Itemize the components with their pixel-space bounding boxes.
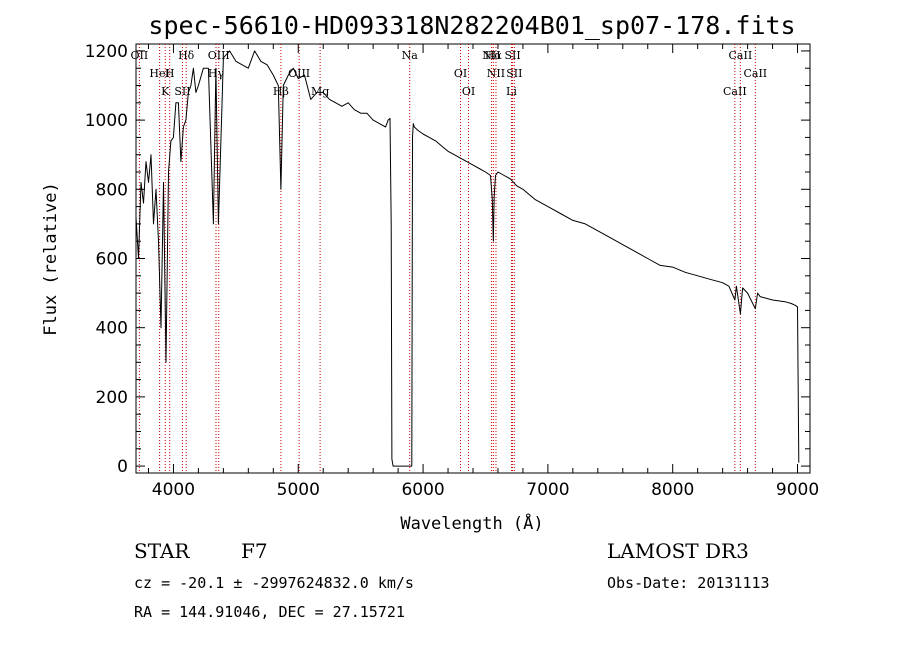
redshift-readout: cz = -20.1 ± -2997624832.0 km/s (134, 574, 414, 592)
spectral-line-label: Na (402, 49, 419, 62)
spectral-line-label: OII (131, 49, 149, 62)
y-axis-label: Flux (relative) (41, 182, 61, 336)
emission-lines (138, 44, 756, 473)
obs-date: Obs-Date: 20131113 (607, 574, 770, 592)
y-tick-label: 0 (117, 457, 128, 477)
plot-frame (135, 43, 811, 474)
y-tick-label: 1200 (85, 42, 128, 62)
object-class: STAR (134, 539, 190, 563)
spectral-line-label: SII (506, 67, 522, 80)
spectral-line-label: OI (462, 85, 475, 98)
chart-title: spec-56610-HD093318N282204B01_sp07-178.f… (148, 11, 795, 40)
x-tick-label: 4000 (152, 480, 195, 500)
x-tick-label: 8000 (651, 480, 694, 500)
y-tick-label: 600 (96, 250, 128, 270)
coordinates: RA = 144.91046, DEC = 27.15721 (134, 603, 405, 621)
spectrum-line (135, 50, 800, 467)
x-axis-label: Wavelength (Å) (400, 512, 543, 534)
x-tick-label: 5000 (277, 480, 320, 500)
spectral-line-label: OIII (208, 49, 230, 62)
spectral-line-label: NII (482, 49, 500, 62)
survey-name: LAMOST DR3 (607, 539, 749, 563)
spectral-line-label: CaII (743, 67, 767, 80)
spectral-line-label: CaII (723, 85, 747, 98)
y-tick-label: 200 (96, 388, 128, 408)
spectral-line-label: OI (454, 67, 467, 80)
x-tick-label: 9000 (776, 480, 819, 500)
x-tick-label: 6000 (401, 480, 444, 500)
spectral-line-label: K (161, 85, 170, 98)
spectral-line-label: Li (506, 85, 517, 98)
spectral-line-label: Hδ (178, 49, 195, 62)
spectral-line-label: NII (487, 67, 505, 80)
spectral-line-label: H (165, 67, 175, 80)
spectral-line-label: HeI (149, 67, 169, 80)
spectral-line-label: Hβ (273, 85, 289, 98)
spectral-line-label: SII (504, 49, 520, 62)
x-tick-label: 7000 (526, 480, 569, 500)
y-tick-label: 1000 (85, 111, 128, 131)
y-tick-label: 400 (96, 319, 128, 339)
x-axis: 4000 5000 6000 7000 8000 9000 (147, 44, 819, 500)
line-labels: HδHγHβHαHKOIIHeISIIOIIIOIIIMgNaOIOINIINI… (131, 49, 768, 98)
spectral-line-label: SII (174, 85, 190, 98)
y-tick-label: 800 (96, 180, 128, 200)
y-axis: 0 200 400 600 800 1000 1200 (85, 42, 810, 477)
spectral-line-label: Hα (485, 49, 503, 62)
spectral-line-label: CaII (729, 49, 753, 62)
object-subclass: F7 (241, 539, 268, 563)
